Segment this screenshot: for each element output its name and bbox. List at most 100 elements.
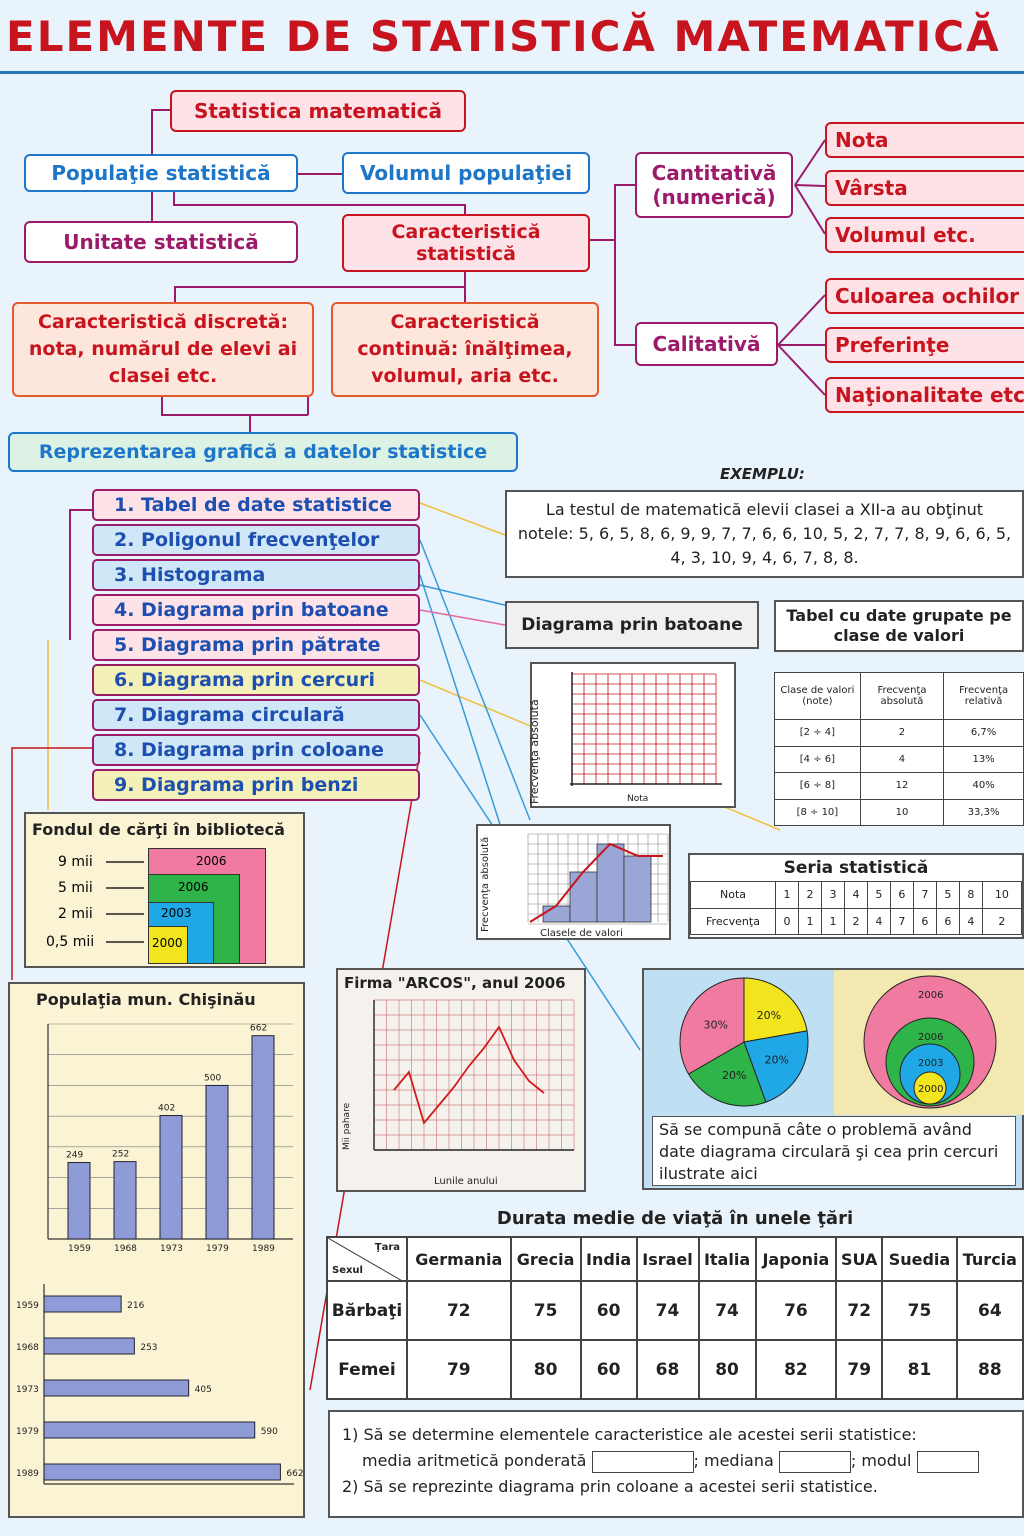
series-freq-cell: 4 (866, 907, 891, 935)
arcos-panel: Firma "ARCOS", anul 2006 Mii pahare Luni… (336, 968, 586, 1192)
root-box: Statistica matematică (170, 90, 466, 132)
life-cell: 82 (754, 1339, 838, 1400)
grouped-header: Clase de valori (note) (774, 671, 861, 721)
ring-label: 2003 (918, 1058, 943, 1069)
arcos-line (393, 1025, 545, 1125)
pie-slice (679, 977, 745, 1075)
bar-diagram-panel: Frecvenţa absolută Nota (528, 662, 736, 808)
chisinau-bar-value: 249 (66, 1151, 83, 1161)
library-year: 2006 (196, 854, 227, 868)
quant-item-2: Vârsta (825, 170, 1024, 206)
list-item: 8. Diagrama prin coloane (92, 734, 420, 766)
chisinau-bar (205, 1084, 229, 1240)
quantitative-box: Cantitativă (numerică) (635, 152, 793, 218)
unit-box: Unitate statistică (24, 221, 298, 263)
chisinau-hbar (43, 1421, 256, 1439)
grouped-table-label: Tabel cu date grupate pe clase de valori (774, 600, 1024, 652)
grouped-cell: [6 ÷ 8] (774, 772, 861, 800)
histogram-bar (542, 905, 571, 923)
histogram-xlabel: Clasele de valori (540, 928, 623, 939)
chisinau-hbar-label: 1989 (16, 1469, 39, 1479)
grouped-cell: 10 (859, 798, 945, 827)
series-row-label: Nota (690, 881, 776, 909)
series-freq-cell: 0 (775, 907, 799, 935)
mode-answer-field[interactable] (916, 1450, 979, 1473)
chisinau-hbar-value: 253 (140, 1343, 157, 1353)
pie-slice-label: 20% (757, 1009, 781, 1022)
life-country: India (579, 1236, 638, 1282)
pie-chart: 20% 20% 20% 30% 2006 2006 2003 2000 (679, 975, 997, 1109)
ring-label: 2006 (918, 1032, 943, 1043)
list-item: 5. Diagrama prin pătrate (92, 629, 420, 661)
chisinau-bar (67, 1162, 91, 1240)
ring-label: 2006 (918, 990, 943, 1001)
chisinau-hbar-value: 405 (195, 1385, 212, 1395)
series-freq-cell: 4 (958, 907, 983, 935)
library-label: 9 mii (58, 854, 93, 870)
life-country: Grecia (509, 1236, 582, 1282)
chisinau-hbar-label: 1973 (16, 1385, 39, 1395)
life-cell: 80 (509, 1339, 582, 1400)
histogram-ylabel: Frecvenţa absolută (480, 836, 491, 932)
graphical-box: Reprezentarea grafică a datelor statisti… (8, 432, 518, 472)
life-cell: 72 (406, 1280, 512, 1341)
pie-panel: 20% 20% 20% 30% 2006 2006 2003 2000 Să se compu… (642, 968, 1024, 1190)
series-freq-cell: 2 (843, 907, 868, 935)
chisinau-hbar (43, 1295, 122, 1313)
library-label: 0,5 mii (46, 934, 95, 950)
library-year: 2003 (161, 906, 192, 920)
chisinau-charts: 249 1959 252 1968 402 1973 500 1979 662 1989 216 19… (16, 1024, 304, 1485)
grouped-cell: 6,7% (943, 719, 1024, 747)
life-table: Ţara Sexul Germania Grecia India Israel Ital… (326, 1236, 1024, 1400)
library-year: 2000 (152, 936, 183, 950)
grouped-header: Frecvenţa relativă (943, 671, 1024, 721)
pie-slice (687, 1041, 767, 1107)
median-answer-field[interactable] (778, 1450, 851, 1473)
chisinau-bar (159, 1115, 183, 1240)
life-corner-top: Ţara (374, 1242, 400, 1253)
grouped-header: Frecvenţa absolută (859, 671, 945, 721)
pie-slice-label: 20% (764, 1054, 788, 1067)
library-panel: Fondul de cărţi în bibliotecă 2006 2006 … (24, 812, 305, 968)
quant-item-1: Nota (825, 122, 1024, 158)
bar-diagram-ylabel: Frecvenţa absolută (528, 699, 541, 804)
histogram-chart (527, 833, 669, 925)
life-title: Durata medie de viaţă în unele ţări (496, 1208, 854, 1229)
chisinau-hbar-value: 590 (261, 1427, 278, 1437)
mean-answer-field[interactable] (591, 1450, 694, 1473)
bar-diagram-grid (570, 672, 722, 786)
histogram-bar (623, 855, 652, 923)
population-box: Populaţie statistică (24, 154, 298, 192)
chisinau-bar-label: 1989 (252, 1244, 275, 1254)
series-note-cell: 4 (843, 881, 868, 909)
chisinau-bar-label: 1979 (206, 1244, 229, 1254)
series-note-cell: 2 (797, 881, 822, 909)
library-year: 2006 (178, 880, 209, 894)
grouped-cell: [2 ÷ 4] (774, 719, 861, 747)
grouped-cell: 12 (859, 772, 945, 800)
pie-task-text: Să se compună câte o problemă având date… (652, 1116, 1016, 1186)
task-1-median: ; mediana (693, 1451, 774, 1470)
library-arrows (106, 861, 144, 943)
life-cell: 60 (579, 1339, 638, 1400)
chisinau-bar-label: 1973 (160, 1244, 183, 1254)
life-cell: 76 (754, 1280, 838, 1341)
life-country: Suedia (881, 1236, 958, 1282)
bar-diagram-label: Diagrama prin batoane (505, 601, 759, 649)
task-2: 2) Să se reprezinte diagrama prin coloan… (342, 1477, 878, 1496)
example-label: EXEMPLU: (720, 465, 805, 483)
bar-diagram-xlabel: Nota (627, 794, 649, 804)
list-item: 4. Diagrama prin batoane (92, 594, 420, 626)
pie-slice (743, 977, 808, 1043)
histogram-bar (596, 843, 625, 923)
list-item: 7. Diagrama circulară (92, 699, 420, 731)
volume-box: Volumul populaţiei (342, 152, 590, 194)
library-label: 5 mii (58, 880, 93, 896)
series-title: Seria statistică (783, 858, 929, 878)
pie-slice (743, 1030, 809, 1103)
arcos-title: Firma "ARCOS", anul 2006 (344, 974, 566, 992)
grouped-cell: [8 ÷ 10] (774, 798, 861, 827)
qualitative-box: Calitativă (635, 322, 778, 366)
ring-label: 2000 (918, 1084, 943, 1095)
library-title: Fondul de cărţi în bibliotecă (32, 820, 285, 839)
